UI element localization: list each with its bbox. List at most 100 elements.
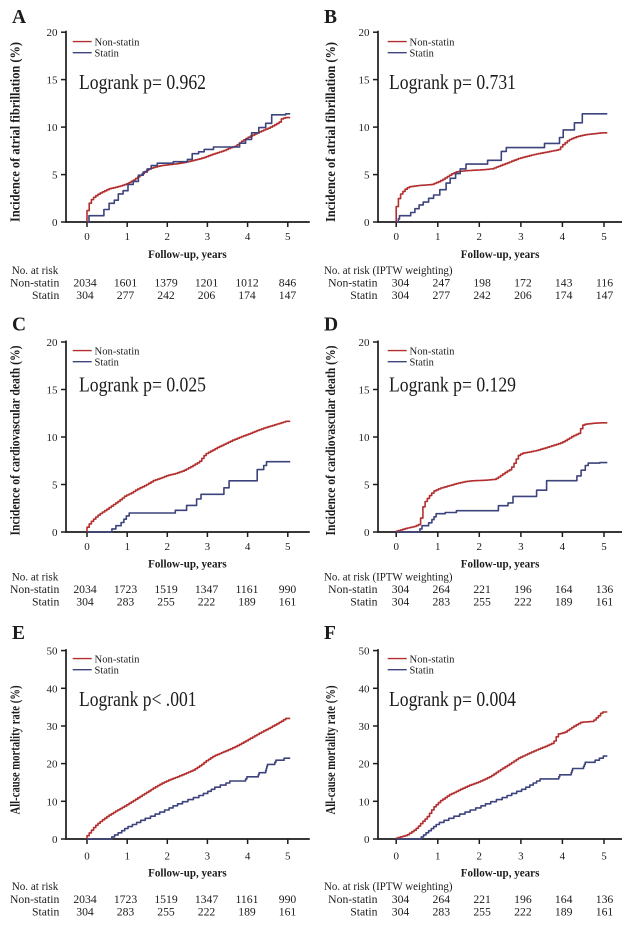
svg-text:304: 304: [392, 583, 410, 596]
svg-text:1: 1: [435, 231, 441, 243]
svg-text:No. at risk (IPTW weighting): No. at risk (IPTW weighting): [324, 571, 453, 584]
svg-text:174: 174: [238, 289, 256, 302]
svg-text:1379: 1379: [154, 277, 178, 290]
svg-text:Logrank p= 0.129: Logrank p= 0.129: [389, 372, 516, 396]
svg-text:1161: 1161: [236, 893, 259, 906]
svg-text:Statin: Statin: [410, 47, 435, 59]
svg-text:1201: 1201: [195, 277, 219, 290]
svg-text:Non-statin: Non-statin: [328, 893, 377, 906]
svg-text:2034: 2034: [73, 893, 97, 906]
svg-text:304: 304: [392, 289, 410, 302]
svg-text:1012: 1012: [235, 277, 259, 290]
svg-text:20: 20: [47, 27, 59, 39]
svg-text:10: 10: [47, 432, 59, 444]
svg-text:3: 3: [205, 850, 211, 862]
svg-text:0: 0: [52, 834, 58, 846]
svg-text:No. at risk: No. at risk: [12, 880, 59, 893]
svg-text:136: 136: [596, 893, 614, 906]
svg-text:3: 3: [518, 541, 524, 553]
svg-text:No. at risk: No. at risk: [12, 264, 59, 277]
svg-text:161: 161: [279, 596, 297, 609]
svg-text:5: 5: [601, 231, 607, 243]
svg-text:F: F: [324, 623, 336, 644]
svg-text:Non-statin: Non-statin: [95, 653, 140, 665]
svg-text:Follow-up, years: Follow-up, years: [461, 249, 540, 261]
svg-text:174: 174: [555, 289, 573, 302]
svg-text:4: 4: [245, 231, 251, 243]
svg-text:40: 40: [359, 683, 371, 695]
svg-text:0: 0: [364, 217, 370, 229]
svg-text:Statin: Statin: [350, 905, 377, 918]
svg-text:Statin: Statin: [95, 356, 120, 368]
svg-text:189: 189: [238, 596, 256, 609]
svg-text:Statin: Statin: [95, 47, 120, 59]
svg-text:5: 5: [285, 231, 291, 243]
svg-text:Non-statin: Non-statin: [410, 345, 455, 357]
svg-text:Follow-up, years: Follow-up, years: [461, 558, 540, 570]
svg-text:5: 5: [52, 480, 58, 492]
svg-text:Non-statin: Non-statin: [410, 36, 455, 48]
svg-text:3: 3: [518, 231, 524, 243]
svg-text:255: 255: [157, 596, 175, 609]
svg-text:2: 2: [477, 850, 483, 862]
svg-text:3: 3: [205, 541, 211, 553]
svg-text:242: 242: [473, 289, 491, 302]
svg-text:1347: 1347: [195, 893, 219, 906]
svg-text:4: 4: [245, 850, 251, 862]
svg-text:0: 0: [393, 850, 399, 862]
svg-text:50: 50: [359, 646, 371, 658]
svg-text:Non-statin: Non-statin: [328, 277, 377, 290]
svg-text:161: 161: [596, 596, 614, 609]
svg-text:5: 5: [364, 480, 370, 492]
svg-text:40: 40: [47, 683, 59, 695]
svg-text:10: 10: [359, 122, 371, 134]
svg-text:Statin: Statin: [410, 356, 435, 368]
svg-text:Logrank p= 0.962: Logrank p= 0.962: [79, 70, 206, 94]
svg-text:A: A: [12, 7, 26, 28]
svg-text:1: 1: [124, 231, 130, 243]
svg-text:Follow-up, years: Follow-up, years: [148, 867, 227, 879]
svg-text:0: 0: [393, 231, 399, 243]
svg-text:264: 264: [433, 893, 451, 906]
svg-text:147: 147: [279, 289, 297, 302]
svg-text:222: 222: [514, 905, 532, 918]
svg-text:0: 0: [84, 541, 90, 553]
svg-text:222: 222: [198, 905, 216, 918]
svg-text:1723: 1723: [114, 583, 138, 596]
svg-text:Non-statin: Non-statin: [10, 893, 59, 906]
svg-text:4: 4: [560, 231, 566, 243]
svg-text:0: 0: [52, 527, 58, 539]
svg-text:143: 143: [555, 277, 573, 290]
svg-text:15: 15: [359, 385, 371, 397]
svg-text:304: 304: [76, 596, 94, 609]
svg-text:Non-statin: Non-statin: [10, 277, 59, 290]
svg-text:990: 990: [279, 893, 297, 906]
svg-text:304: 304: [392, 893, 410, 906]
svg-text:No. at risk (IPTW weighting): No. at risk (IPTW weighting): [324, 264, 453, 277]
svg-text:15: 15: [47, 75, 59, 87]
svg-text:No. at risk: No. at risk: [12, 571, 59, 584]
svg-text:221: 221: [473, 583, 491, 596]
svg-text:198: 198: [473, 277, 491, 290]
svg-text:1: 1: [435, 850, 441, 862]
svg-text:846: 846: [279, 277, 297, 290]
svg-text:2034: 2034: [73, 583, 97, 596]
svg-text:15: 15: [359, 75, 371, 87]
svg-text:E: E: [12, 623, 25, 644]
svg-text:Incidence of cardiovascular de: Incidence of cardiovascular death (%): [8, 346, 23, 536]
svg-text:3: 3: [518, 850, 524, 862]
svg-text:0: 0: [84, 850, 90, 862]
svg-text:Non-statin: Non-statin: [410, 653, 455, 665]
svg-text:189: 189: [238, 905, 256, 918]
svg-text:10: 10: [359, 432, 371, 444]
svg-text:304: 304: [392, 277, 410, 290]
svg-text:283: 283: [117, 596, 135, 609]
svg-text:304: 304: [76, 905, 94, 918]
svg-text:990: 990: [279, 583, 297, 596]
svg-text:Logrank p= 0.004: Logrank p= 0.004: [389, 687, 516, 711]
svg-text:5: 5: [285, 850, 291, 862]
svg-text:0: 0: [393, 541, 399, 553]
svg-text:Non-statin: Non-statin: [10, 583, 59, 596]
svg-text:189: 189: [555, 905, 573, 918]
svg-text:2: 2: [477, 541, 483, 553]
